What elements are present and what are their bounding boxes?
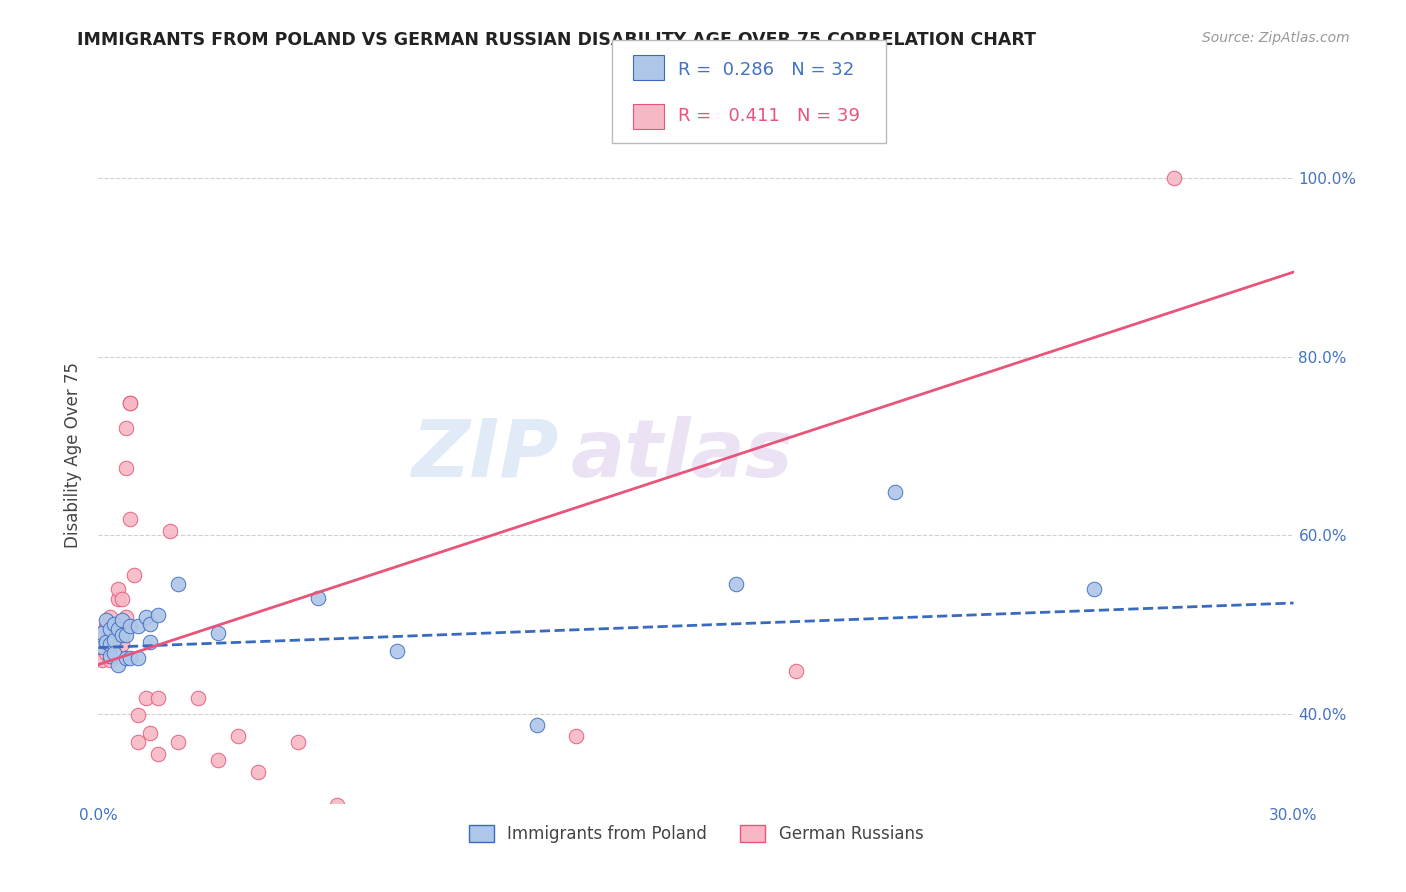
Point <box>115 610 138 624</box>
Point <box>159 524 181 538</box>
Point <box>884 485 907 500</box>
Point <box>107 619 129 633</box>
Point <box>98 610 122 624</box>
Point <box>167 735 190 749</box>
Point <box>91 653 114 667</box>
Point <box>96 646 118 660</box>
Point <box>187 690 209 705</box>
Point <box>526 718 548 732</box>
Point <box>91 640 114 654</box>
Point <box>107 657 129 672</box>
Point <box>167 577 190 591</box>
Text: ZIP: ZIP <box>411 416 558 494</box>
Legend: Immigrants from Poland, German Russians: Immigrants from Poland, German Russians <box>463 819 929 850</box>
Point <box>98 628 122 642</box>
Text: atlas: atlas <box>571 416 793 494</box>
Point <box>135 690 157 705</box>
Point <box>107 592 129 607</box>
Point <box>127 619 149 633</box>
Point <box>111 592 134 607</box>
Point <box>111 619 134 633</box>
Y-axis label: Disability Age Over 75: Disability Age Over 75 <box>65 362 83 548</box>
Point <box>111 628 134 642</box>
Point <box>120 396 142 410</box>
Point <box>127 708 149 723</box>
Point <box>96 613 118 627</box>
Point <box>96 619 118 633</box>
Point <box>207 753 229 767</box>
Point <box>103 619 125 633</box>
Point <box>326 797 349 812</box>
Point <box>115 461 138 475</box>
Point <box>91 626 114 640</box>
Point <box>103 646 125 660</box>
Point <box>103 637 125 651</box>
Point <box>385 644 409 658</box>
Point <box>226 729 249 743</box>
Point <box>120 396 142 410</box>
Point <box>107 582 129 596</box>
Point <box>124 568 146 582</box>
Point <box>139 635 162 649</box>
Point <box>724 577 747 591</box>
Point <box>307 591 329 605</box>
Point <box>246 764 269 779</box>
Point <box>98 637 122 651</box>
Point <box>127 735 149 749</box>
Text: R =   0.411   N = 39: R = 0.411 N = 39 <box>678 107 859 125</box>
Point <box>98 622 122 636</box>
Point <box>139 726 162 740</box>
Point <box>1163 171 1185 186</box>
Point <box>98 653 122 667</box>
Point <box>1083 582 1105 596</box>
Point <box>565 729 588 743</box>
Point <box>111 637 134 651</box>
Point <box>98 648 122 663</box>
Point <box>148 747 170 761</box>
Point <box>91 626 114 640</box>
Point <box>103 633 125 648</box>
Point <box>135 610 157 624</box>
Point <box>148 690 170 705</box>
Point <box>785 664 807 678</box>
Point <box>120 512 142 526</box>
Text: Source: ZipAtlas.com: Source: ZipAtlas.com <box>1202 31 1350 45</box>
Text: R =  0.286   N = 32: R = 0.286 N = 32 <box>678 61 853 78</box>
Point <box>148 608 170 623</box>
Point <box>115 421 138 435</box>
Point <box>127 651 149 665</box>
Point <box>120 619 142 633</box>
Point <box>287 735 309 749</box>
Point <box>120 651 142 665</box>
Point <box>107 622 129 636</box>
Point <box>115 651 138 665</box>
Text: IMMIGRANTS FROM POLAND VS GERMAN RUSSIAN DISABILITY AGE OVER 75 CORRELATION CHAR: IMMIGRANTS FROM POLAND VS GERMAN RUSSIAN… <box>77 31 1036 49</box>
Point <box>207 626 229 640</box>
Point <box>103 617 125 632</box>
Point <box>111 613 134 627</box>
Point <box>96 635 118 649</box>
Point <box>115 628 138 642</box>
Point <box>139 617 162 632</box>
